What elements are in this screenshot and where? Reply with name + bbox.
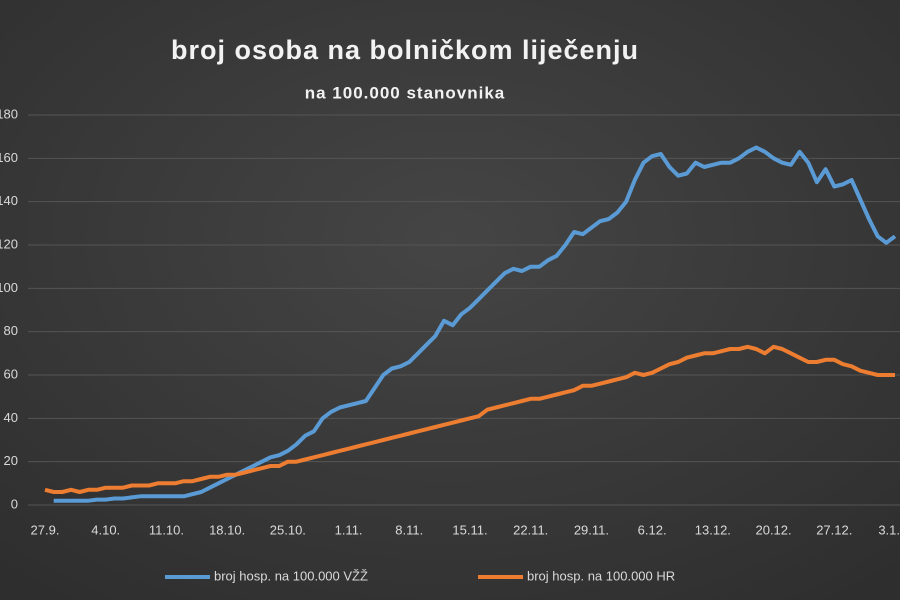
y-tick-label: 140	[0, 193, 18, 208]
chart-title: broj osoba na bolničkom liječenju	[171, 35, 639, 65]
x-tick-label: 20.12.	[755, 522, 791, 537]
x-tick-label: 15.11.	[452, 522, 487, 537]
y-tick-label: 60	[4, 366, 18, 381]
x-tick-label: 13.12.	[695, 522, 731, 537]
y-tick-label: 180	[0, 106, 18, 121]
x-tick-label: 27.9.	[31, 522, 60, 537]
x-tick-label: 11.10.	[149, 522, 184, 537]
x-tick-label: 1.11.	[335, 522, 363, 537]
legend-label: broj hosp. na 100.000 HR	[527, 568, 675, 583]
y-tick-label: 100	[0, 280, 18, 295]
x-tick-label: 25.10.	[270, 522, 306, 537]
x-tick-label: 27.12.	[816, 522, 852, 537]
y-tick-label: 160	[0, 150, 18, 165]
x-tick-label: 29.11.	[574, 522, 609, 537]
y-tick-label: 20	[4, 453, 18, 468]
y-tick-label: 0	[11, 496, 18, 511]
x-tick-label: 18.10.	[209, 522, 245, 537]
chart-subtitle: na 100.000 stanovnika	[305, 83, 506, 102]
series-line	[44, 344, 895, 494]
x-tick-label: 4.10.	[91, 522, 120, 537]
x-tick-label: 8.11.	[395, 522, 423, 537]
x-tick-label: 3.1.	[878, 522, 900, 537]
y-tick-label: 80	[4, 323, 18, 338]
legend-label: broj hosp. na 100.000 VŽŽ	[214, 568, 368, 583]
y-tick-label: 120	[0, 236, 18, 251]
x-tick-label: 6.12.	[638, 522, 667, 537]
x-tick-label: 22.11.	[513, 522, 548, 537]
series-line	[53, 145, 897, 503]
y-tick-label: 40	[4, 410, 18, 425]
